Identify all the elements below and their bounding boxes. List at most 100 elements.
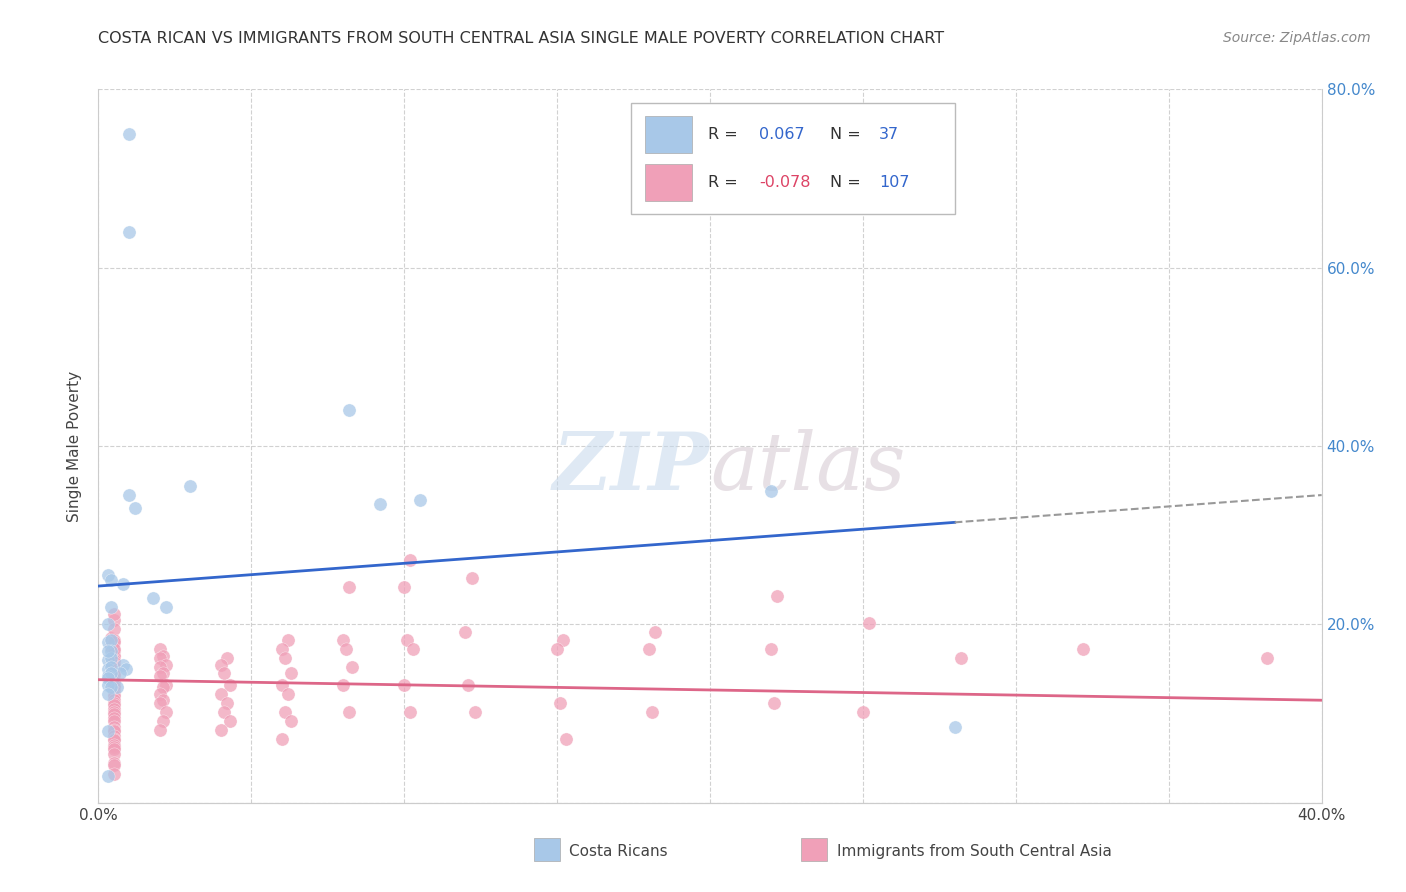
Point	[1256, 651, 1278, 665]
Point	[103, 642, 125, 657]
Point	[103, 758, 125, 772]
Point	[97, 644, 120, 658]
Point	[103, 648, 125, 663]
Point	[97, 662, 120, 676]
Point	[103, 698, 125, 712]
Point	[103, 738, 125, 752]
Point	[103, 633, 125, 648]
Point	[97, 568, 120, 582]
Text: 37: 37	[879, 128, 898, 143]
Point	[97, 687, 120, 701]
Point	[103, 705, 125, 719]
Point	[277, 633, 299, 648]
Point	[103, 756, 125, 770]
Y-axis label: Single Male Poverty: Single Male Poverty	[67, 370, 83, 522]
Text: -0.078: -0.078	[759, 175, 810, 190]
Point	[100, 680, 122, 694]
Point	[152, 666, 174, 681]
Point	[103, 675, 125, 690]
Point	[100, 631, 122, 645]
Point	[763, 696, 786, 710]
Point	[152, 648, 174, 663]
Point	[399, 705, 422, 719]
Point	[97, 617, 120, 632]
Point	[209, 723, 232, 737]
Point	[118, 127, 141, 141]
Point	[103, 666, 125, 681]
Point	[277, 687, 299, 701]
Point	[152, 693, 174, 707]
Point	[100, 640, 122, 654]
Point	[215, 651, 238, 665]
Point	[943, 720, 966, 734]
Point	[553, 633, 575, 648]
Point	[97, 635, 120, 649]
Point	[641, 705, 664, 719]
Point	[103, 622, 125, 636]
Point	[337, 580, 360, 594]
Point	[149, 696, 172, 710]
Text: R =: R =	[707, 175, 737, 190]
Point	[100, 633, 122, 648]
Point	[97, 653, 120, 667]
Point	[103, 706, 125, 721]
Point	[103, 635, 125, 649]
Point	[103, 664, 125, 678]
Point	[457, 678, 479, 692]
Point	[280, 714, 302, 728]
Point	[274, 651, 297, 665]
Point	[270, 678, 292, 692]
Point	[103, 648, 125, 663]
Text: R =: R =	[707, 128, 737, 143]
Point	[103, 747, 125, 761]
Point	[103, 693, 125, 707]
Point	[97, 669, 120, 683]
Point	[103, 731, 125, 746]
Point	[100, 666, 122, 681]
Point	[115, 662, 138, 676]
Text: Source: ZipAtlas.com: Source: ZipAtlas.com	[1223, 31, 1371, 45]
Point	[949, 651, 972, 665]
Point	[100, 644, 122, 658]
Point	[555, 731, 578, 746]
Point	[103, 660, 125, 674]
Point	[103, 687, 125, 701]
Point	[103, 711, 125, 725]
Point	[766, 589, 789, 603]
Point	[103, 702, 125, 716]
Point	[103, 714, 125, 728]
Point	[124, 501, 146, 516]
Point	[149, 687, 172, 701]
Point	[149, 723, 172, 737]
Point	[337, 705, 360, 719]
Point	[219, 714, 242, 728]
Point	[103, 742, 125, 756]
Point	[103, 613, 125, 627]
Point	[111, 657, 134, 672]
Point	[337, 403, 360, 417]
Text: atlas: atlas	[710, 429, 905, 506]
Point	[759, 483, 782, 498]
Point	[637, 642, 661, 657]
Bar	[645, 164, 692, 202]
Point	[546, 642, 568, 657]
Bar	[645, 116, 692, 153]
Point	[408, 492, 430, 507]
Point	[155, 657, 177, 672]
Point	[149, 669, 172, 683]
Point	[209, 687, 232, 701]
Point	[209, 657, 232, 672]
Point	[759, 642, 782, 657]
Point	[103, 657, 125, 672]
Point	[103, 607, 125, 621]
Point	[219, 678, 242, 692]
Point	[103, 740, 125, 755]
Point	[103, 678, 125, 692]
Point	[103, 655, 125, 669]
Point	[644, 624, 666, 639]
Point	[103, 733, 125, 747]
Point	[103, 653, 125, 667]
Point	[118, 488, 141, 502]
Text: 0.067: 0.067	[759, 128, 804, 143]
Point	[103, 724, 125, 739]
